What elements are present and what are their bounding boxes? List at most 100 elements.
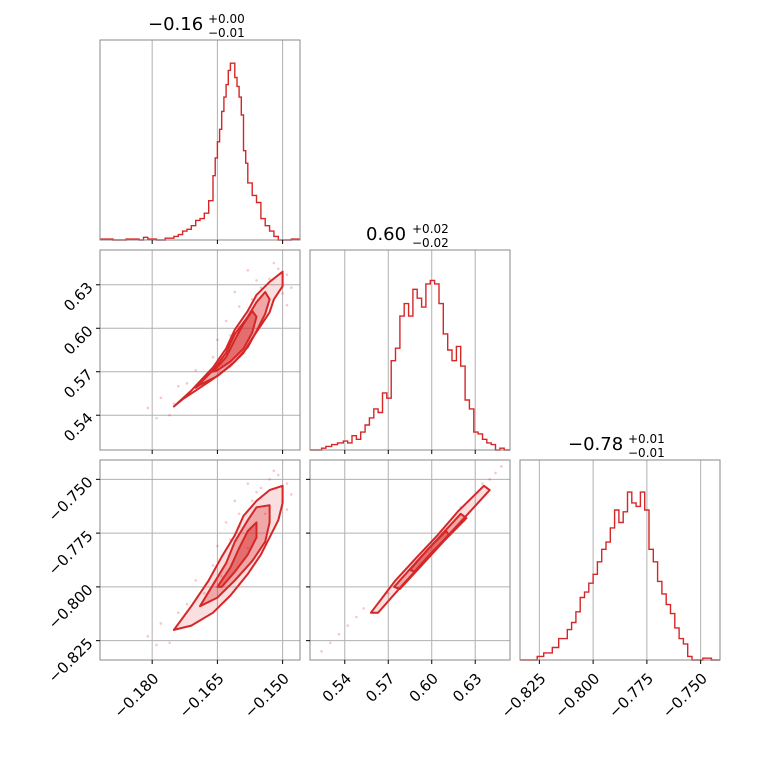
y-tick-label-3: 0.63: [60, 279, 96, 315]
scatter-point-1: [328, 641, 332, 645]
y-tick-label-1: −0.800: [45, 581, 97, 633]
scatter-point-10: [386, 592, 390, 595]
scatter-point-16: [255, 490, 258, 494]
scatter-point-28: [272, 261, 276, 265]
title-param-0: −0.16 +0.00 −0.01: [148, 12, 245, 40]
scatter-point-2: [337, 632, 341, 636]
scatter-point-19: [285, 508, 289, 511]
scatter-point-1: [159, 622, 163, 625]
scatter-point-23: [176, 611, 180, 614]
scatter-point-22: [194, 579, 197, 582]
scatter-point-17: [237, 305, 241, 308]
title-sup-0: +0.00: [208, 12, 245, 26]
title-sup-2: +0.01: [628, 432, 665, 446]
scatter-point-3: [346, 624, 349, 627]
x-tick-label-3: −0.750: [659, 670, 711, 722]
title-param-2: −0.78 +0.01 −0.01: [568, 432, 665, 460]
scatter-point-3: [185, 602, 189, 606]
contour-middle: [194, 291, 271, 389]
x-tick-label-0: −0.180: [110, 670, 162, 722]
x-tick-label-1: −0.800: [551, 670, 603, 722]
scatter-point-18: [224, 319, 228, 323]
x-tick-label-0: −0.825: [498, 670, 550, 722]
scatter-point-16: [255, 279, 258, 282]
scatter-point-14: [285, 482, 289, 485]
y-tick-label-2: −0.775: [45, 527, 97, 579]
scatter-point-11: [259, 486, 263, 490]
scatter-point-0: [146, 406, 150, 410]
scatter-point-23: [176, 384, 180, 388]
scatter-point-5: [211, 355, 215, 359]
scatter-point-22: [194, 368, 197, 372]
scatter-point-1: [159, 396, 163, 400]
scatter-point-18: [224, 521, 228, 524]
scatter-point-5: [362, 607, 365, 610]
histogram-step-line: [100, 62, 300, 241]
scatter-point-28: [272, 469, 276, 473]
scatter-point-3: [185, 382, 189, 385]
x-tick-label-2: −0.150: [241, 670, 293, 722]
scatter-point-2: [172, 402, 176, 405]
scatter-point-7: [494, 471, 497, 475]
scatter-point-17: [237, 512, 241, 516]
scatter-point-11: [259, 286, 263, 289]
scatter-point-0: [146, 635, 150, 638]
scatter-point-13: [276, 267, 280, 271]
scatter-point-9: [481, 482, 484, 485]
axes-frame: [309, 249, 511, 451]
scatter-point-25: [155, 643, 158, 647]
contour-panel-1-0: 0.54 0.57 0.60 0.63: [60, 249, 301, 454]
scatter-point-19: [285, 303, 289, 307]
title-sub-1: −0.02: [412, 236, 449, 250]
title-sup-1: +0.02: [412, 222, 449, 236]
scatter-point-21: [263, 512, 267, 516]
scatter-point-10: [250, 499, 254, 503]
x-tick-label-2: 0.60: [406, 670, 442, 706]
scatter-point-27: [216, 544, 219, 548]
axes-frame: [519, 459, 721, 661]
y-tick-label-1: 0.57: [60, 366, 96, 402]
scatter-point-6: [488, 478, 492, 481]
scatter-point-26: [233, 290, 237, 294]
scatter-point-27: [216, 338, 219, 342]
axes-frame: [309, 459, 511, 661]
scatter-point-4: [203, 592, 206, 595]
scatter-point-24: [168, 641, 171, 645]
scatter-point-13: [276, 473, 280, 477]
scatter-point-5: [211, 564, 215, 567]
hist-panel-param-0: [99, 39, 301, 244]
axes-frame: [99, 459, 301, 661]
title-sub-2: −0.01: [628, 446, 665, 460]
x-tick-label-2: −0.775: [605, 670, 657, 722]
contour-inner: [216, 521, 258, 588]
scatter-point-15: [246, 482, 250, 485]
scatter-point-4: [355, 615, 358, 619]
x-tick-label-1: −0.165: [176, 670, 228, 722]
y-tick-label-3: −0.750: [45, 473, 97, 525]
hist-panel-param-2: −0.825 −0.800 −0.775 −0.750: [498, 459, 721, 722]
y-tick-label-0: −0.825: [45, 634, 97, 686]
scatter-point-8: [500, 465, 503, 468]
scatter-point-12: [268, 478, 271, 481]
scatter-point-20: [290, 493, 293, 496]
scatter-point-25: [155, 416, 158, 420]
scatter-point-26: [233, 499, 237, 503]
scatter-point-29: [281, 292, 284, 295]
axes-frame: [99, 39, 301, 241]
contour-panel-2-1: 0.54 0.57 0.60 0.63: [306, 459, 511, 706]
x-tick-label-1: 0.57: [362, 670, 398, 706]
y-tick-label-0: 0.54: [60, 409, 96, 445]
scatter-point-15: [246, 268, 250, 272]
x-tick-label-0: 0.54: [319, 670, 355, 706]
title-sub-0: −0.01: [208, 26, 245, 40]
scatter-point-0: [320, 650, 323, 653]
title-main-2: −0.78: [568, 434, 623, 455]
histogram-step-line: [310, 279, 510, 451]
title-param-1: 0.60 +0.02 −0.02: [366, 222, 449, 250]
scatter-point-12: [268, 277, 271, 281]
contour-inner: [212, 309, 258, 373]
scatter-point-9: [246, 546, 250, 550]
title-main-1: 0.60: [366, 224, 406, 245]
histogram-step-line: [520, 491, 720, 661]
